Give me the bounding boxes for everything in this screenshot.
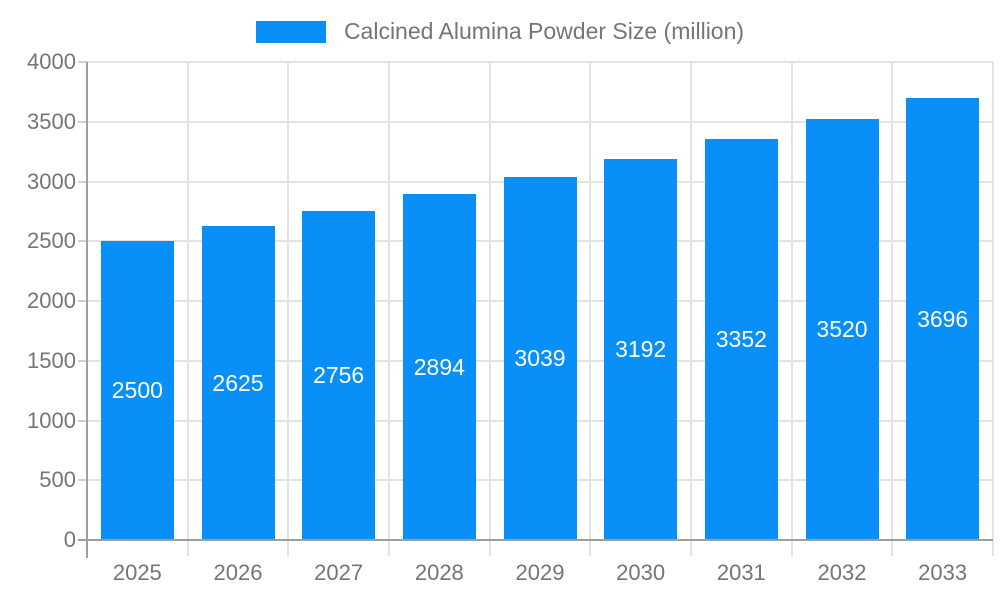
y-tick-label: 2500 — [27, 228, 76, 254]
gridline-horizontal — [87, 61, 993, 63]
y-axis-tick — [78, 479, 87, 482]
gridline-vertical — [287, 62, 290, 540]
y-axis-tick — [78, 61, 87, 63]
bar-value-label: 2894 — [413, 353, 465, 380]
y-tick-label: 1500 — [27, 347, 76, 373]
y-axis-tick — [78, 240, 87, 243]
plot-area: 2500 2625 2756 2894 3039 3192 3352 3520 3696 — [87, 61, 994, 540]
y-tick-label: 0 — [63, 527, 76, 552]
x-tick-label: 2027 — [314, 560, 364, 585]
gridline-vertical — [992, 62, 994, 540]
x-tick-label: 2032 — [817, 560, 867, 585]
x-axis-tick — [86, 540, 88, 556]
y-tick-label: 4000 — [27, 49, 76, 74]
x-axis-tick — [388, 540, 390, 556]
y-axis-tick — [78, 120, 87, 123]
bar-value-label: 3696 — [917, 305, 969, 332]
y-axis-tick — [78, 539, 87, 541]
x-axis-tick — [589, 540, 592, 556]
bar: 3352 — [704, 139, 778, 540]
bar-value-label: 2756 — [313, 361, 365, 388]
x-tick-label: 2026 — [213, 560, 263, 585]
y-tick-label: 500 — [39, 467, 76, 493]
x-axis-tick — [186, 540, 189, 556]
x-tick-label: 2025 — [112, 560, 162, 585]
bar-value-label: 3520 — [816, 316, 868, 343]
gridline-vertical — [690, 62, 692, 540]
bar-value-label: 3352 — [715, 326, 767, 353]
bar: 2894 — [402, 194, 476, 540]
bar: 2625 — [201, 226, 275, 540]
x-tick-label: 2033 — [918, 560, 968, 585]
bar: 3039 — [503, 176, 577, 540]
x-tick-label: 2028 — [414, 560, 464, 585]
x-tick-label: 2030 — [616, 560, 666, 585]
bar: 2756 — [302, 210, 376, 540]
legend-swatch-icon — [255, 20, 326, 43]
bar-value-label: 2500 — [111, 377, 163, 404]
x-axis-tick — [287, 540, 290, 556]
gridline-vertical — [589, 62, 592, 540]
y-tick-label: 2000 — [27, 288, 76, 313]
bar-value-label: 3192 — [615, 335, 667, 362]
bar-value-label: 3039 — [514, 344, 566, 371]
legend-item[interactable]: Calcined Alumina Powder Size (million) — [0, 18, 1000, 45]
bar: 2500 — [100, 241, 174, 540]
bar: 3520 — [805, 119, 879, 540]
gridline-vertical — [186, 62, 189, 540]
gridline-vertical — [891, 62, 894, 540]
gridline-vertical — [488, 62, 491, 540]
x-axis-tick — [790, 540, 793, 556]
x-tick-label: 2029 — [515, 560, 565, 585]
x-axis-tick — [488, 540, 491, 556]
legend-label: Calcined Alumina Powder Size (million) — [343, 18, 745, 44]
y-axis-tick — [78, 300, 87, 302]
y-tick-label: 3500 — [27, 108, 76, 134]
gridline-vertical — [790, 62, 793, 540]
x-axis-tick — [690, 540, 692, 556]
y-axis-tick — [78, 419, 87, 422]
y-axis-tick — [78, 359, 87, 362]
x-axis-tick — [891, 540, 894, 556]
gridline-vertical — [388, 62, 390, 540]
bar: 3696 — [906, 98, 980, 540]
y-axis-tick — [78, 180, 87, 183]
x-axis-tick — [992, 540, 994, 556]
x-tick-label: 2031 — [716, 560, 766, 585]
bar-value-label: 2625 — [212, 369, 264, 396]
y-tick-label: 1000 — [27, 407, 76, 433]
y-tick-label: 3000 — [27, 168, 76, 194]
bar: 3192 — [604, 158, 678, 540]
